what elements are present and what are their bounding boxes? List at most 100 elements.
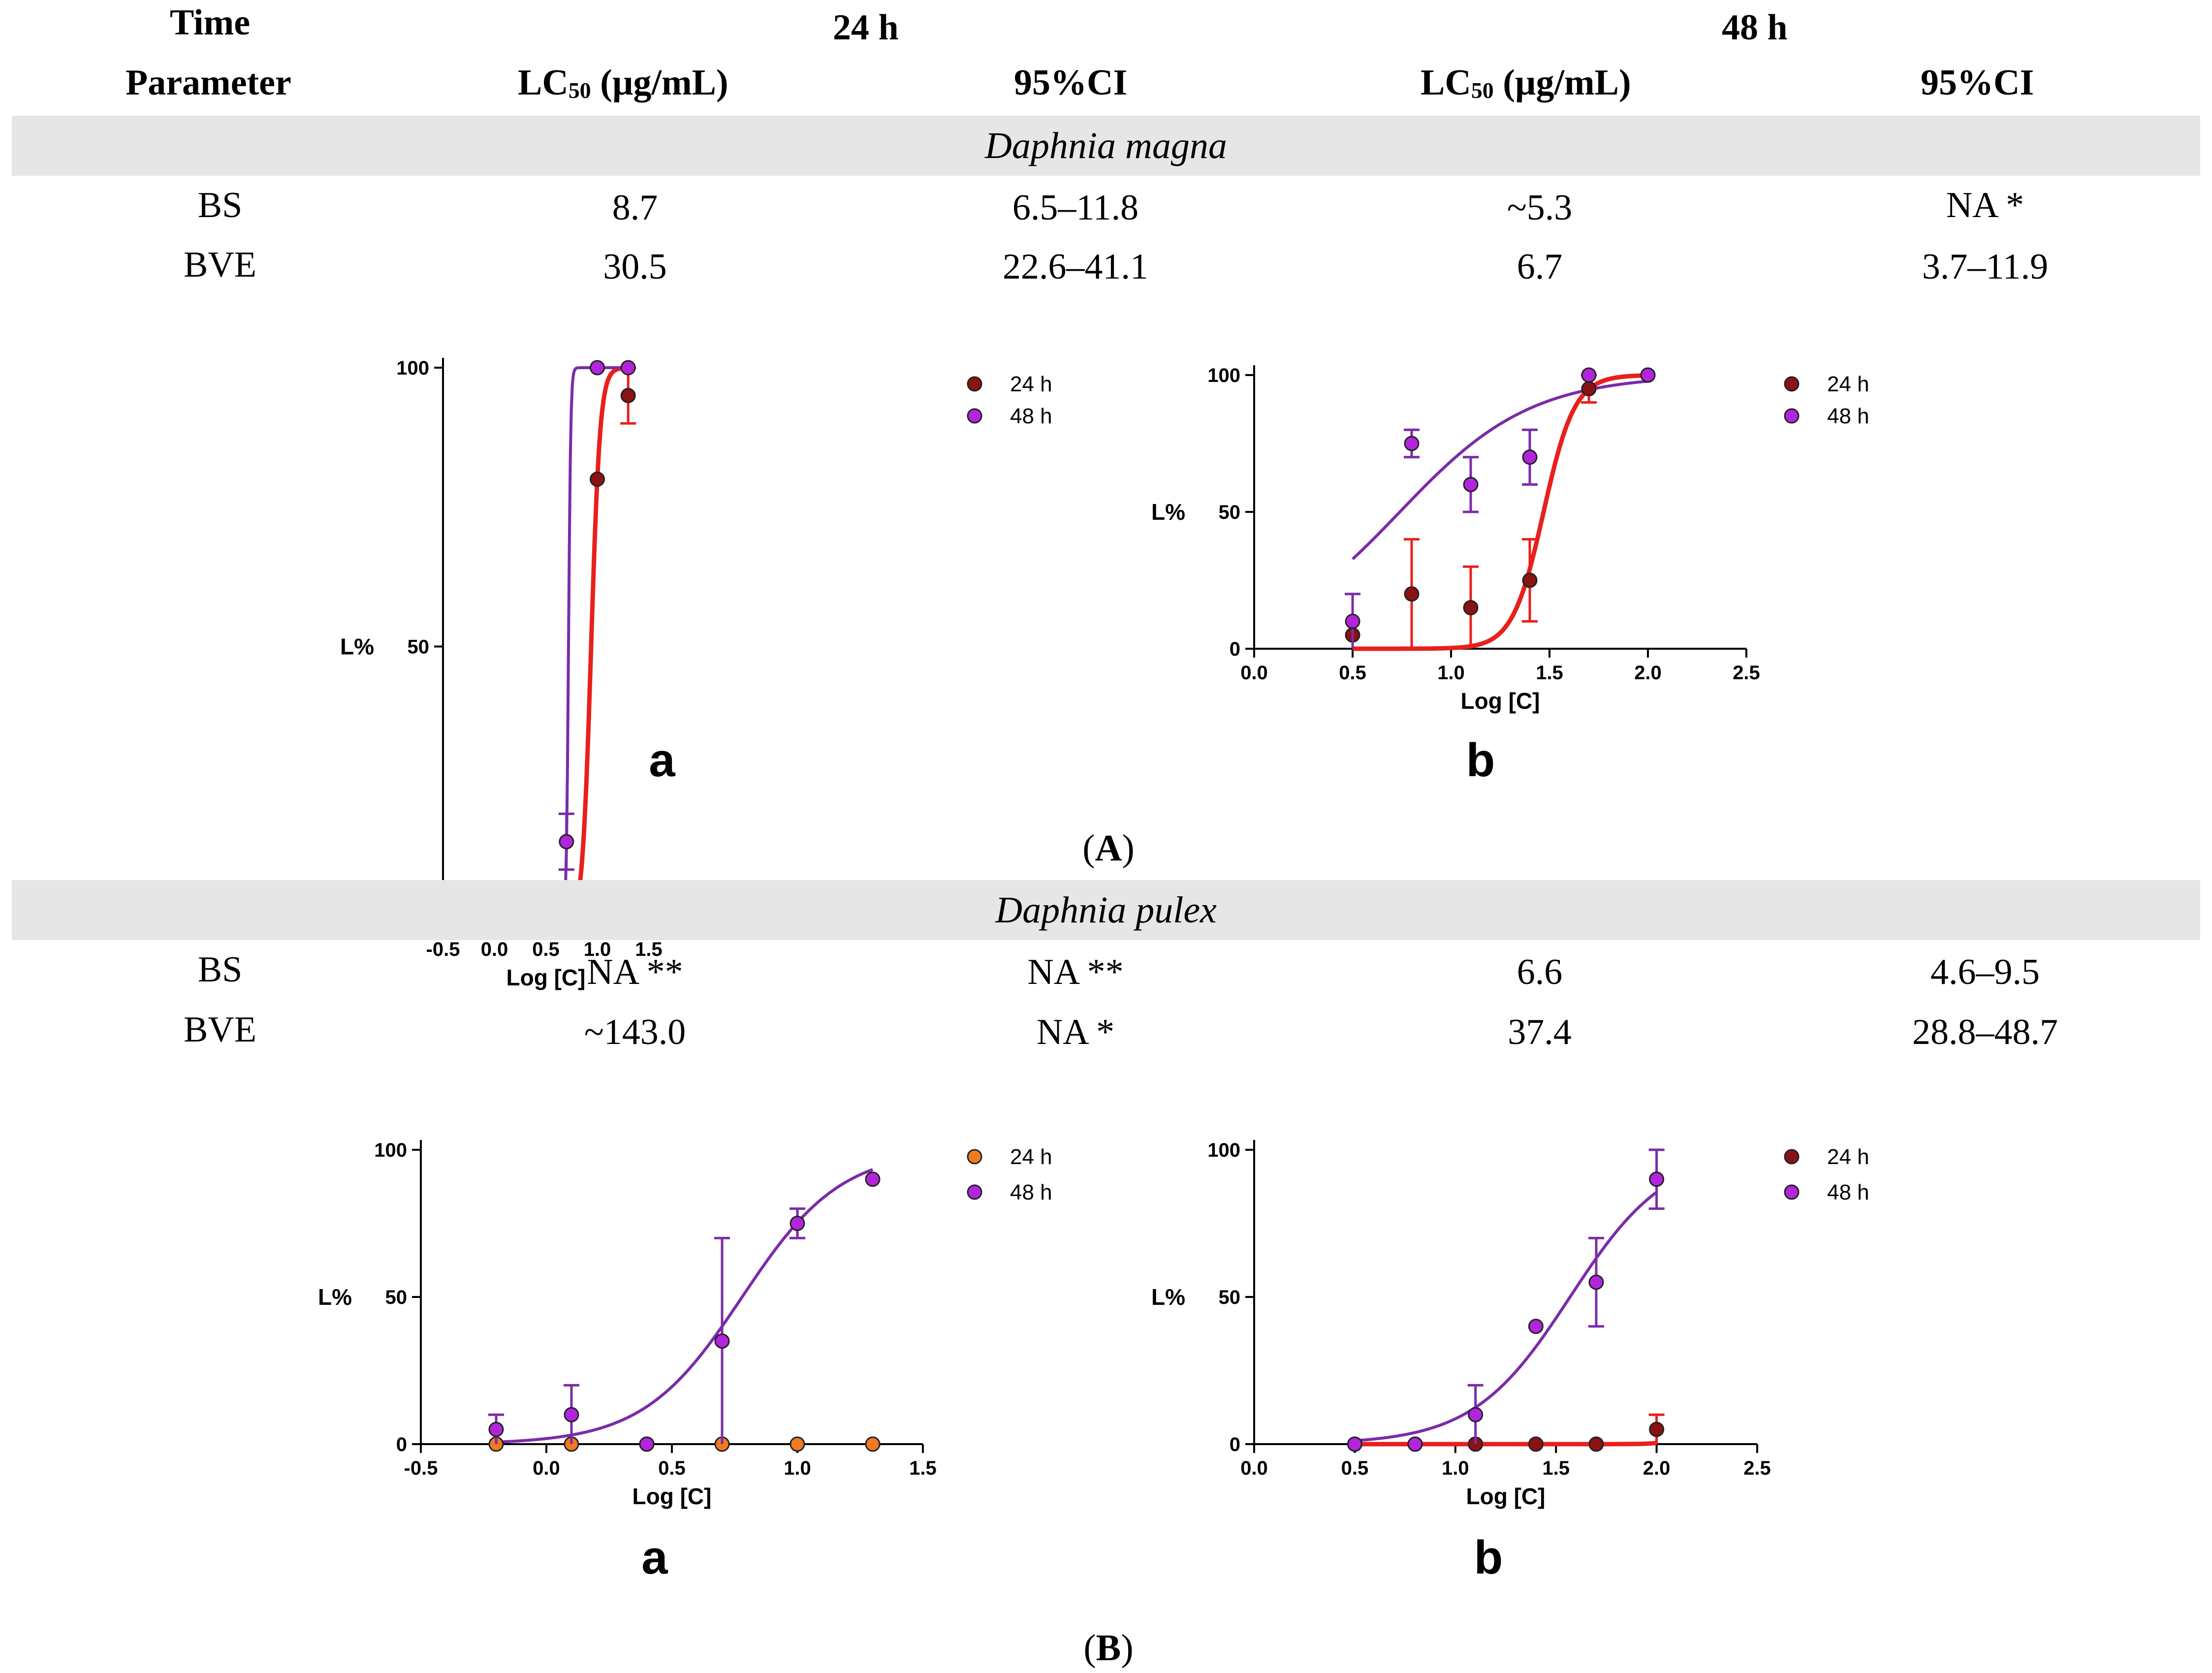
data-point [1468,1407,1484,1422]
data-point [1522,572,1538,588]
x-tick-label: 1.5 [909,1457,937,1479]
data-point [488,1421,504,1437]
data-point [865,1436,881,1452]
legend-label: 24 h [1010,1145,1052,1169]
data-point [564,1407,579,1422]
data-point [714,1333,730,1349]
y-tick-label: 50 [385,1287,408,1308]
panel-letter: a [649,734,675,787]
legend-marker [967,376,982,392]
ci24-cell: NA ** [1027,952,1124,992]
x-tick-label: 0.5 [658,1457,686,1479]
x-tick-label: 0.0 [1240,1457,1268,1479]
legend-label: 48 h [1010,404,1052,428]
data-point [1528,1436,1544,1452]
x-tick-label: 0.0 [1240,662,1268,684]
x-axis-label: Log [C] [1461,688,1540,714]
legend-marker [1784,1184,1800,1200]
fit-curve-24h [1355,1441,1657,1447]
data-point [1640,367,1656,383]
panel-letter: a [641,1531,668,1584]
lc24-cell: NA ** [587,952,683,992]
param-cell: BVE [184,1010,256,1050]
x-tick-label: 0.0 [481,939,508,960]
param-cell: BS [197,185,243,225]
data-point [559,834,574,850]
figure-label-B: (B) [1083,1627,1134,1669]
y-tick-label: 100 [396,357,429,379]
x-tick-label: 2.0 [1634,662,1662,684]
y-tick-label: 0 [1230,1434,1240,1455]
x-tick-label: 0.5 [532,939,560,960]
parameter-header: Parameter [126,63,291,103]
legend-marker [967,1184,982,1200]
data-point [1347,1436,1362,1452]
x-tick-label: 2.0 [1643,1457,1671,1479]
fit-curve-48h [1351,379,1648,561]
legend-label: 24 h [1827,372,1869,396]
data-point [620,388,636,404]
panel-letter: b [1474,1531,1503,1584]
x-axis-label: Log [C] [1466,1484,1546,1509]
ci-header-24h: 95%CI [1014,63,1128,103]
data-point [1649,1421,1665,1437]
legend-marker [1784,408,1800,424]
x-tick-label: 1.5 [635,939,663,960]
lc48-cell: ~5.3 [1507,188,1573,228]
x-tick-label: 2.5 [1733,662,1760,684]
ci24-cell: NA * [1036,1012,1115,1052]
data-point [1463,476,1479,492]
data-point [1345,613,1360,629]
x-tick-label: 1.0 [1442,1457,1469,1479]
y-axis-label: L% [1151,1284,1185,1310]
x-tick-label: 1.5 [1536,662,1563,684]
header-24h: 24 h [833,7,899,48]
ci-header-48h: 95%CI [1921,63,2034,103]
y-tick-label: 0 [1230,638,1240,660]
lc24-cell: 30.5 [603,247,667,287]
legend-label: 24 h [1010,372,1052,396]
data-point [590,360,605,376]
y-tick-label: 100 [374,1139,407,1161]
figure-label-A: (A) [1082,827,1135,869]
y-tick-label: 50 [1219,502,1241,523]
legend-label: 48 h [1827,1180,1869,1204]
lc50-header-24h: LC50 (µg/mL) [518,63,728,103]
time-header: Time [170,2,251,43]
data-point [865,1171,881,1187]
x-tick-label: 1.0 [1437,662,1465,684]
x-axis-label: Log [C] [632,1484,712,1509]
data-point [1649,1171,1665,1187]
header-48h: 48 h [1722,7,1788,48]
legend-marker [1784,1149,1800,1165]
x-tick-label: -0.5 [426,939,460,960]
legend-marker [967,1149,982,1165]
legend-marker [967,408,982,424]
fit-curve-48h [496,1168,874,1444]
ci48-cell: 4.6–9.5 [1930,952,2040,992]
lc50-header-48h: LC50 (µg/mL) [1421,63,1631,103]
x-tick-label: 0.5 [1341,1457,1369,1479]
ci24-cell: 6.5–11.8 [1012,188,1139,228]
data-point [1581,367,1597,383]
ci48-cell: 3.7–11.9 [1922,247,2049,287]
lc48-cell: 6.7 [1517,247,1563,287]
data-point [639,1436,655,1452]
data-point [1404,586,1420,602]
data-point [1522,449,1538,465]
x-tick-label: -0.5 [404,1457,438,1479]
data-point [790,1216,805,1231]
fit-curve-48h [1355,1191,1658,1442]
data-point [1404,436,1420,451]
lc48-cell: 6.6 [1517,952,1563,992]
y-tick-label: 0 [396,1434,407,1455]
y-tick-label: 100 [1207,365,1240,386]
data-point [620,360,636,376]
param-cell: BVE [184,245,256,285]
data-point [590,472,605,487]
y-tick-label: 50 [408,636,430,658]
panel-letter: b [1466,734,1495,787]
legend-marker [1784,376,1800,392]
